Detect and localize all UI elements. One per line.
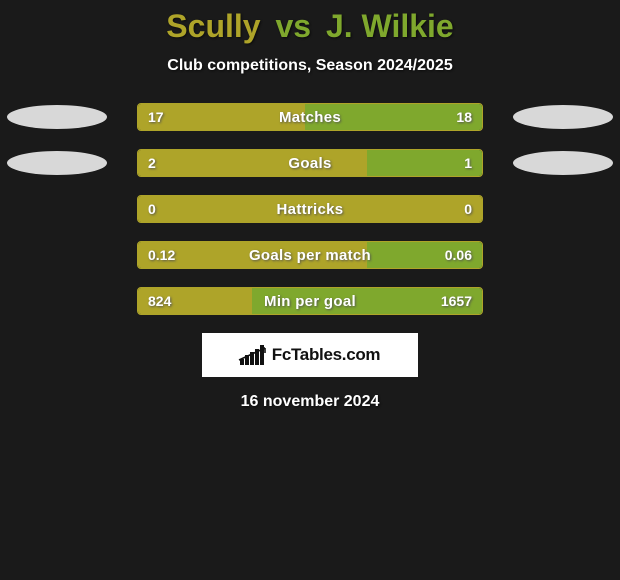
comparison-infographic: Scully vs J. Wilkie Club competitions, S…	[0, 0, 620, 411]
subtitle: Club competitions, Season 2024/2025	[0, 57, 620, 75]
team-badge-left	[7, 151, 107, 175]
team-badge-left	[7, 105, 107, 129]
stat-label: Hattricks	[138, 196, 482, 222]
stat-label: Goals	[138, 150, 482, 176]
stat-label: Matches	[138, 104, 482, 130]
stat-row: 21Goals	[0, 149, 620, 177]
team-badge-right	[513, 105, 613, 129]
stat-bar: 8241657Min per goal	[137, 287, 483, 315]
stat-row: 8241657Min per goal	[0, 287, 620, 315]
date-text: 16 november 2024	[0, 393, 620, 411]
stat-row: 00Hattricks	[0, 195, 620, 223]
page-title: Scully vs J. Wilkie	[0, 8, 620, 45]
stat-row: 0.120.06Goals per match	[0, 241, 620, 269]
title-player1: Scully	[166, 8, 260, 44]
stat-row: 1718Matches	[0, 103, 620, 131]
title-player2: J. Wilkie	[326, 8, 454, 44]
stat-bar: 0.120.06Goals per match	[137, 241, 483, 269]
stat-rows: 1718Matches 21Goals 00Hattricks 0.120.06Goa…	[0, 103, 620, 315]
stat-label: Min per goal	[138, 288, 482, 314]
stat-bar: 00Hattricks	[137, 195, 483, 223]
stat-label: Goals per match	[138, 242, 482, 268]
brand-text: FcTables.com	[272, 345, 381, 365]
brand-box: FcTables.com	[202, 333, 418, 377]
brand-chart-icon	[240, 345, 266, 365]
team-badge-right	[513, 151, 613, 175]
title-vs: vs	[275, 8, 311, 44]
stat-bar: 21Goals	[137, 149, 483, 177]
stat-bar: 1718Matches	[137, 103, 483, 131]
